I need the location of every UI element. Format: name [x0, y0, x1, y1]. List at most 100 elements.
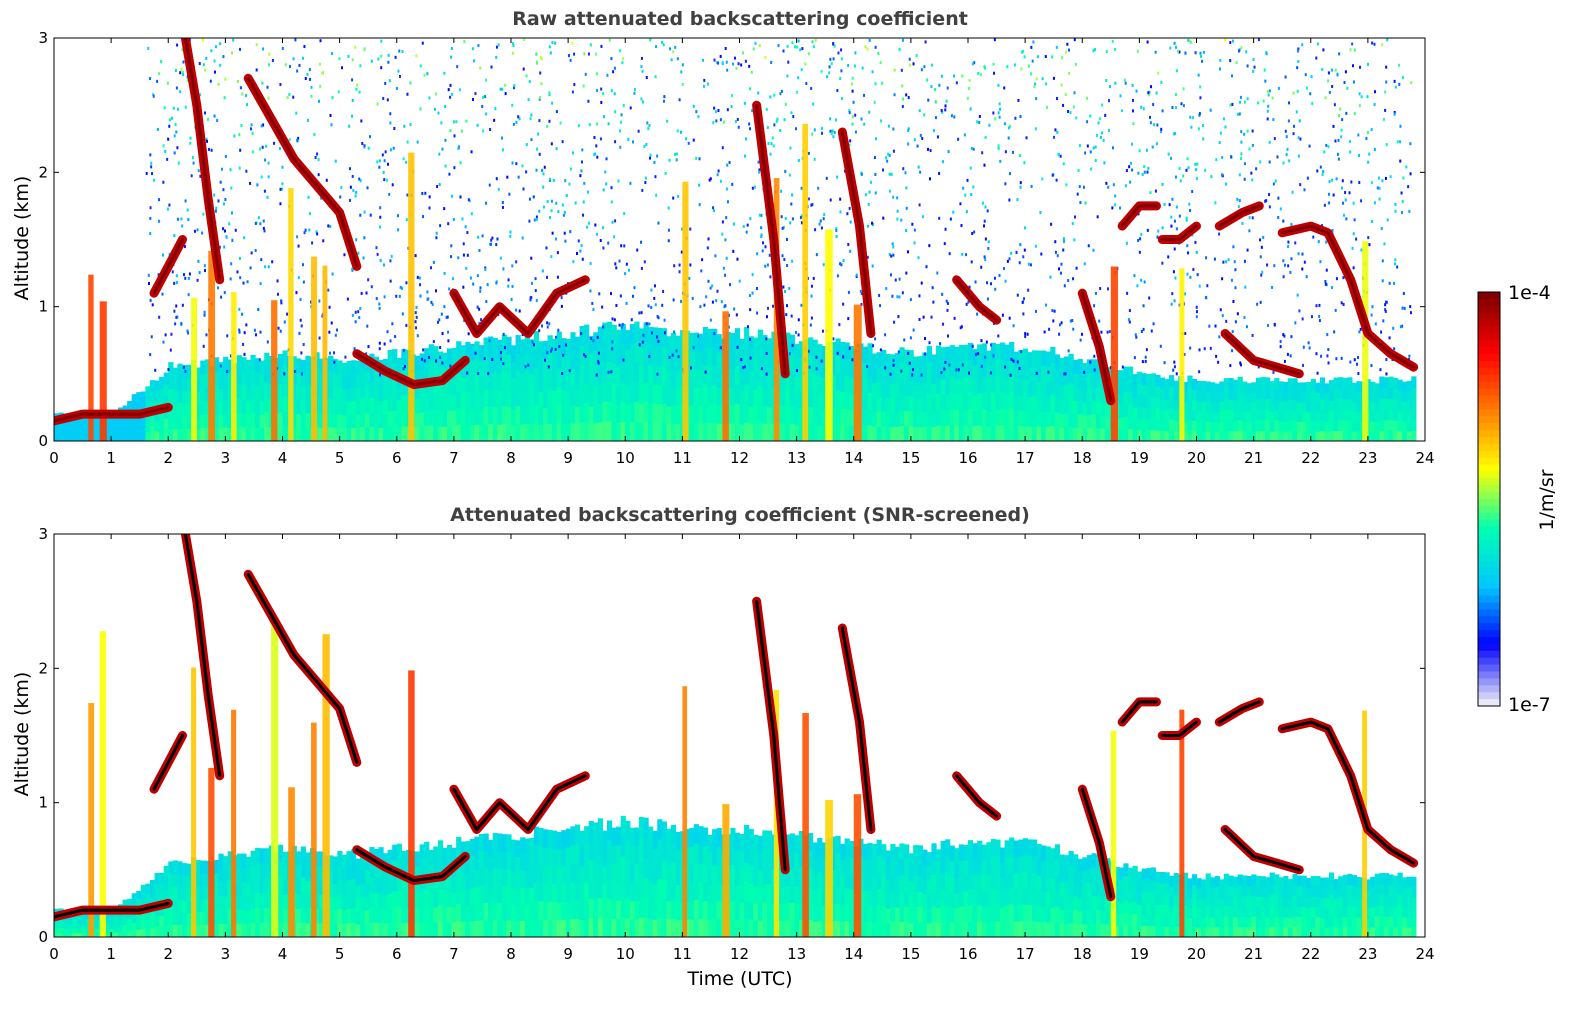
noise-cell — [1019, 114, 1022, 118]
noise-cell — [1194, 240, 1197, 244]
noise-cell — [365, 352, 368, 356]
noise-cell — [614, 262, 617, 266]
pbl-cell — [990, 424, 997, 441]
noise-cell — [987, 246, 990, 250]
noise-cell — [790, 314, 793, 318]
noise-cell — [438, 152, 441, 156]
noise-cell — [1102, 138, 1105, 142]
pbl-cell — [497, 373, 503, 391]
pbl-cell — [1191, 409, 1198, 421]
pbl-cell — [378, 907, 384, 923]
pbl-cell — [58, 426, 64, 433]
noise-cell — [1215, 354, 1218, 358]
pbl-cell — [200, 360, 206, 375]
noise-cell — [1218, 335, 1221, 339]
noise-cell — [984, 135, 987, 139]
noise-cell — [633, 91, 636, 95]
noise-cell — [536, 61, 539, 65]
pbl-cell — [145, 892, 151, 903]
pbl-cell — [1292, 378, 1298, 390]
noise-cell — [435, 92, 438, 96]
noise-cell — [1167, 152, 1170, 156]
noise-cell — [1252, 69, 1255, 73]
noise-cell — [1309, 92, 1312, 96]
noise-cell — [344, 355, 347, 359]
noise-cell — [1401, 306, 1404, 310]
pbl-cell — [282, 908, 288, 924]
pbl-cell — [963, 344, 969, 362]
noise-cell — [535, 217, 538, 221]
noise-cell — [913, 138, 916, 142]
noise-cell — [959, 326, 962, 330]
noise-cell — [571, 151, 574, 155]
noise-cell — [1340, 186, 1343, 190]
pbl-cell — [835, 423, 841, 441]
noise-cell — [1198, 370, 1201, 374]
noise-cell — [971, 344, 974, 348]
noise-cell — [393, 126, 396, 130]
pbl-cell — [899, 378, 905, 395]
noise-cell — [986, 281, 989, 285]
noise-cell — [1031, 59, 1034, 63]
noise-cell — [920, 281, 923, 285]
noise-cell — [318, 336, 321, 340]
noise-cell — [383, 295, 386, 299]
pbl-cell — [305, 866, 311, 882]
noise-cell — [1174, 132, 1177, 136]
pbl-cell — [698, 423, 704, 441]
pbl-cell — [113, 421, 119, 427]
noise-cell — [580, 169, 583, 173]
pbl-cell — [428, 344, 434, 361]
pbl-cell — [917, 384, 923, 400]
noise-cell — [762, 241, 765, 245]
pbl-cell — [277, 860, 284, 877]
pbl-cell — [542, 357, 549, 375]
noise-cell — [1373, 42, 1376, 46]
noise-cell — [749, 337, 752, 341]
noise-cell — [322, 239, 325, 243]
noise-cell — [707, 279, 710, 283]
pbl-cell — [364, 910, 370, 925]
noise-cell — [595, 373, 598, 377]
noise-cell — [833, 44, 836, 48]
pbl-cell — [355, 374, 361, 389]
pbl-cell — [1169, 419, 1175, 431]
noise-cell — [279, 147, 282, 151]
pbl-cell — [469, 424, 476, 441]
pbl-cell — [474, 407, 480, 425]
pbl-cell — [634, 341, 640, 362]
pbl-cell — [291, 426, 297, 441]
noise-cell — [148, 282, 151, 286]
noise-cell — [811, 203, 814, 207]
noise-cell — [339, 195, 342, 199]
pbl-cell — [1013, 396, 1019, 412]
noise-cell — [766, 126, 769, 130]
noise-cell — [1204, 168, 1207, 172]
noise-cell — [1180, 102, 1183, 106]
noise-cell — [245, 169, 248, 173]
noise-cell — [1284, 129, 1287, 133]
cloud-layer-core — [1160, 224, 1198, 241]
noise-cell — [1170, 224, 1173, 228]
pbl-cell — [712, 347, 718, 367]
noise-cell — [1174, 92, 1177, 96]
noise-cell — [1086, 96, 1089, 100]
pbl-cell — [373, 863, 380, 879]
pbl-cell — [917, 426, 923, 441]
noise-cell — [173, 134, 176, 138]
noise-cell — [502, 332, 505, 336]
pbl-cell — [1150, 384, 1156, 397]
noise-cell — [548, 119, 551, 123]
noise-cell — [1007, 136, 1010, 140]
pbl-cell — [1127, 403, 1134, 417]
noise-cell — [1119, 206, 1122, 210]
pbl-cell — [913, 398, 919, 414]
pbl-cell — [565, 356, 572, 374]
pbl-cell — [282, 880, 288, 896]
noise-cell — [1132, 122, 1135, 126]
pbl-cell — [1301, 401, 1307, 413]
noise-cell — [786, 44, 789, 48]
pbl-cell — [383, 895, 389, 910]
pbl-cell — [968, 342, 974, 360]
noise-cell — [260, 258, 263, 262]
